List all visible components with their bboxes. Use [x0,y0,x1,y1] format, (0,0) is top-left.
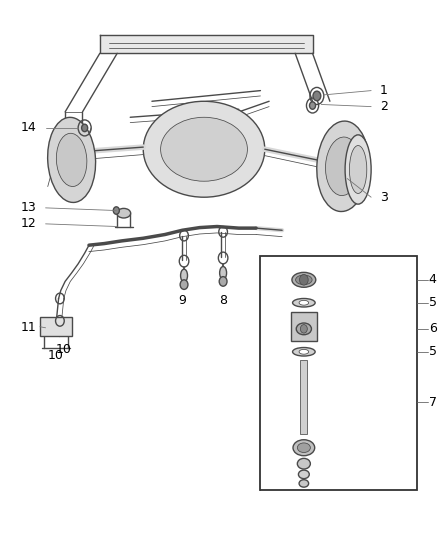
Circle shape [313,91,321,101]
Text: 7: 7 [429,396,437,409]
Text: 1: 1 [380,84,388,97]
Ellipse shape [317,121,369,212]
Ellipse shape [296,275,312,285]
Ellipse shape [117,208,131,218]
Ellipse shape [299,480,309,487]
Ellipse shape [293,440,315,456]
Text: 5: 5 [429,296,437,309]
Bar [261,256,417,490]
Ellipse shape [345,135,371,204]
Circle shape [300,274,308,285]
Text: 14: 14 [21,122,37,134]
Text: 2: 2 [380,100,388,113]
Ellipse shape [297,443,311,453]
Polygon shape [100,35,313,53]
Circle shape [180,280,188,289]
Text: 9: 9 [178,294,186,307]
Ellipse shape [180,269,187,282]
Text: 4: 4 [429,273,437,286]
Bar [300,360,307,434]
Text: 8: 8 [219,294,227,307]
Ellipse shape [293,348,315,356]
Bar [40,317,73,336]
Ellipse shape [296,323,311,335]
Ellipse shape [299,300,309,305]
Ellipse shape [48,117,95,203]
Ellipse shape [143,101,265,197]
Ellipse shape [293,298,315,307]
Circle shape [300,325,307,333]
Bar [291,312,317,341]
Ellipse shape [57,133,87,187]
Ellipse shape [292,272,316,287]
Ellipse shape [161,117,247,181]
Text: 11: 11 [21,321,37,334]
Text: 13: 13 [21,201,37,214]
Ellipse shape [297,458,311,469]
Text: 10: 10 [48,349,64,362]
Circle shape [219,277,227,286]
Ellipse shape [219,266,226,279]
Ellipse shape [298,470,309,479]
Ellipse shape [350,146,367,193]
Text: 6: 6 [429,322,437,335]
Text: 12: 12 [21,217,37,230]
Text: 5: 5 [429,345,437,358]
Circle shape [113,207,120,214]
Text: 3: 3 [380,191,388,204]
Ellipse shape [325,137,360,196]
Circle shape [310,102,315,109]
Text: 10: 10 [56,343,71,356]
Ellipse shape [299,350,309,354]
Circle shape [81,124,88,132]
